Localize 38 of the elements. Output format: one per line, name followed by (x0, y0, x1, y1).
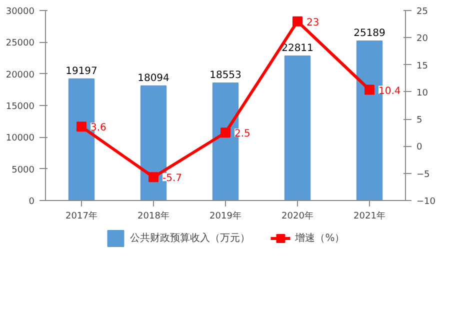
y-tick-label: 20000 (6, 70, 35, 80)
data-label: 19197 (66, 66, 98, 77)
data-label: 10.4 (378, 86, 401, 97)
y-tick-label: 5000 (12, 165, 35, 176)
data-label: 23 (306, 17, 320, 28)
data-label: 18553 (210, 70, 242, 81)
y2-tick-label: −10 (416, 197, 436, 207)
x-tick-label: 2020年 (282, 210, 314, 222)
y2-tick-label: 5 (416, 116, 422, 126)
y2-tick-label: 0 (416, 142, 422, 153)
point (220, 128, 230, 138)
point (148, 172, 158, 182)
point (292, 16, 302, 26)
x-tick-label: 2017年 (66, 210, 98, 222)
bar (284, 56, 311, 200)
data-label: 25189 (354, 28, 386, 39)
point (76, 122, 86, 132)
legend-label: 公共财政预算收入（万元） (130, 232, 250, 245)
y-tick-label: 25000 (6, 38, 35, 49)
data-label: -5.7 (162, 173, 182, 184)
y2-tick-label: 25 (416, 7, 428, 17)
y-tick-label: 10000 (6, 134, 35, 144)
point (364, 84, 374, 95)
data-label: 18094 (138, 72, 170, 84)
y2-tick-label: 20 (416, 34, 428, 44)
y2-tick-label: 15 (416, 61, 428, 72)
x-tick-label: 2021年 (354, 210, 386, 222)
data-label: 3.6 (90, 122, 106, 134)
y-tick-label: 30000 (6, 7, 35, 17)
x-tick-label: 2019年 (210, 210, 242, 222)
data-label: 2.5 (234, 128, 250, 140)
y-tick-label: 0 (28, 197, 35, 207)
x-tick-label: 2018年 (138, 210, 170, 222)
y2-tick-label: −5 (416, 170, 430, 180)
y2-tick-label: 10 (416, 88, 428, 98)
data-label: 22811 (282, 43, 314, 54)
legend-label: 增速（%） (295, 232, 345, 245)
y-tick-label: 15000 (6, 102, 35, 112)
